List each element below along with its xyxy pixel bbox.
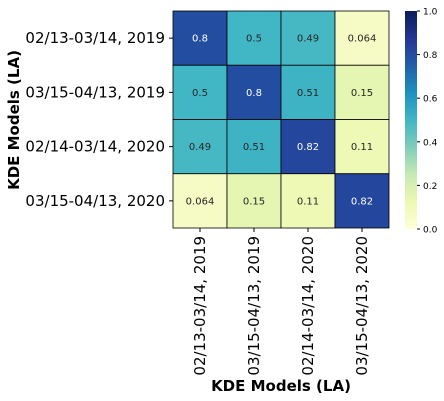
heatmap-cell (334, 173, 390, 229)
colorbar-tick-label: 0.8 (423, 51, 438, 61)
heatmap-cell (226, 119, 282, 175)
cell-value-label: 0.51 (243, 142, 265, 153)
heatmap-cell (334, 64, 390, 120)
cell-value-label: 0.82 (351, 196, 373, 207)
heatmap-cell (172, 10, 228, 66)
cell-value-label: 0.49 (297, 34, 319, 45)
cell-value-label: 0.15 (351, 88, 373, 99)
y-axis-label: KDE Models (LA) (5, 50, 23, 190)
heatmap-cell (226, 64, 282, 120)
heatmap-cell (226, 173, 282, 229)
cell-value-label: 0.5 (192, 88, 208, 99)
x-tick-label: 03/15-04/13, 2020 (353, 236, 371, 376)
heatmap-cell (334, 10, 390, 66)
colorbar (405, 11, 417, 229)
colorbar-tick-label: 0.4 (423, 138, 438, 148)
cell-value-label: 0.064 (348, 34, 377, 45)
heatmap-cells (172, 10, 390, 229)
heatmap-cell (226, 10, 282, 66)
x-tick-label: 02/14-03/14, 2020 (299, 236, 317, 376)
cell-value-label: 0.15 (243, 196, 265, 207)
heatmap-cell (280, 10, 336, 66)
cell-value-label: 0.51 (297, 88, 319, 99)
y-tick-label: 02/13-03/14, 2019 (25, 29, 165, 47)
x-tick-label: 03/15-04/13, 2019 (245, 236, 263, 376)
x-tick-labels: 02/13-03/14, 2019 03/15-04/13, 2019 02/14-… (191, 228, 371, 376)
y-tick-label: 03/15-04/13, 2019 (25, 83, 165, 101)
cell-value-label: 0.49 (189, 142, 211, 153)
y-tick-labels: 02/13-03/14, 2019 03/15-04/13, 2019 02/14-… (25, 29, 173, 210)
colorbar-ticks: 0.0 0.2 0.4 0.6 0.8 1.0 (417, 8, 438, 236)
heatmap-cell-labels: 0.8 0.5 0.49 0.064 0.5 0.8 0.51 0.15 0.49 0.51 0.8… (186, 34, 377, 208)
colorbar-tick-label: 1.0 (423, 8, 438, 18)
cell-value-label: 0.5 (246, 34, 262, 45)
heatmap-cell (334, 119, 390, 175)
colorbar-tick-label: 0.2 (423, 182, 437, 192)
cell-value-label: 0.8 (246, 88, 262, 99)
cell-value-label: 0.82 (297, 142, 319, 153)
cell-value-label: 0.8 (192, 34, 208, 45)
x-axis-label: KDE Models (LA) (211, 377, 351, 395)
cell-value-label: 0.064 (186, 196, 215, 207)
cell-value-label: 0.11 (297, 196, 319, 207)
cell-value-label: 0.11 (351, 142, 373, 153)
colorbar-tick-label: 0.0 (423, 226, 438, 236)
x-tick-label: 02/13-03/14, 2019 (191, 236, 209, 376)
colorbar-tick-label: 0.6 (423, 95, 438, 105)
y-tick-label: 02/14-03/14, 2020 (25, 138, 165, 156)
y-tick-label: 03/15-04/13, 2020 (25, 192, 165, 210)
